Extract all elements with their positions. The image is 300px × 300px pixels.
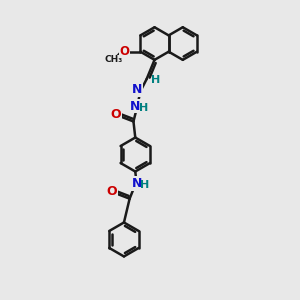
Text: O: O xyxy=(111,108,121,121)
Text: N: N xyxy=(132,83,143,96)
Text: H: H xyxy=(140,180,150,190)
Text: CH₃: CH₃ xyxy=(105,55,123,64)
Text: N: N xyxy=(130,100,140,113)
Text: N: N xyxy=(132,177,142,190)
Text: H: H xyxy=(139,103,148,113)
Text: H: H xyxy=(151,75,160,85)
Text: O: O xyxy=(120,45,130,58)
Text: O: O xyxy=(107,185,118,198)
